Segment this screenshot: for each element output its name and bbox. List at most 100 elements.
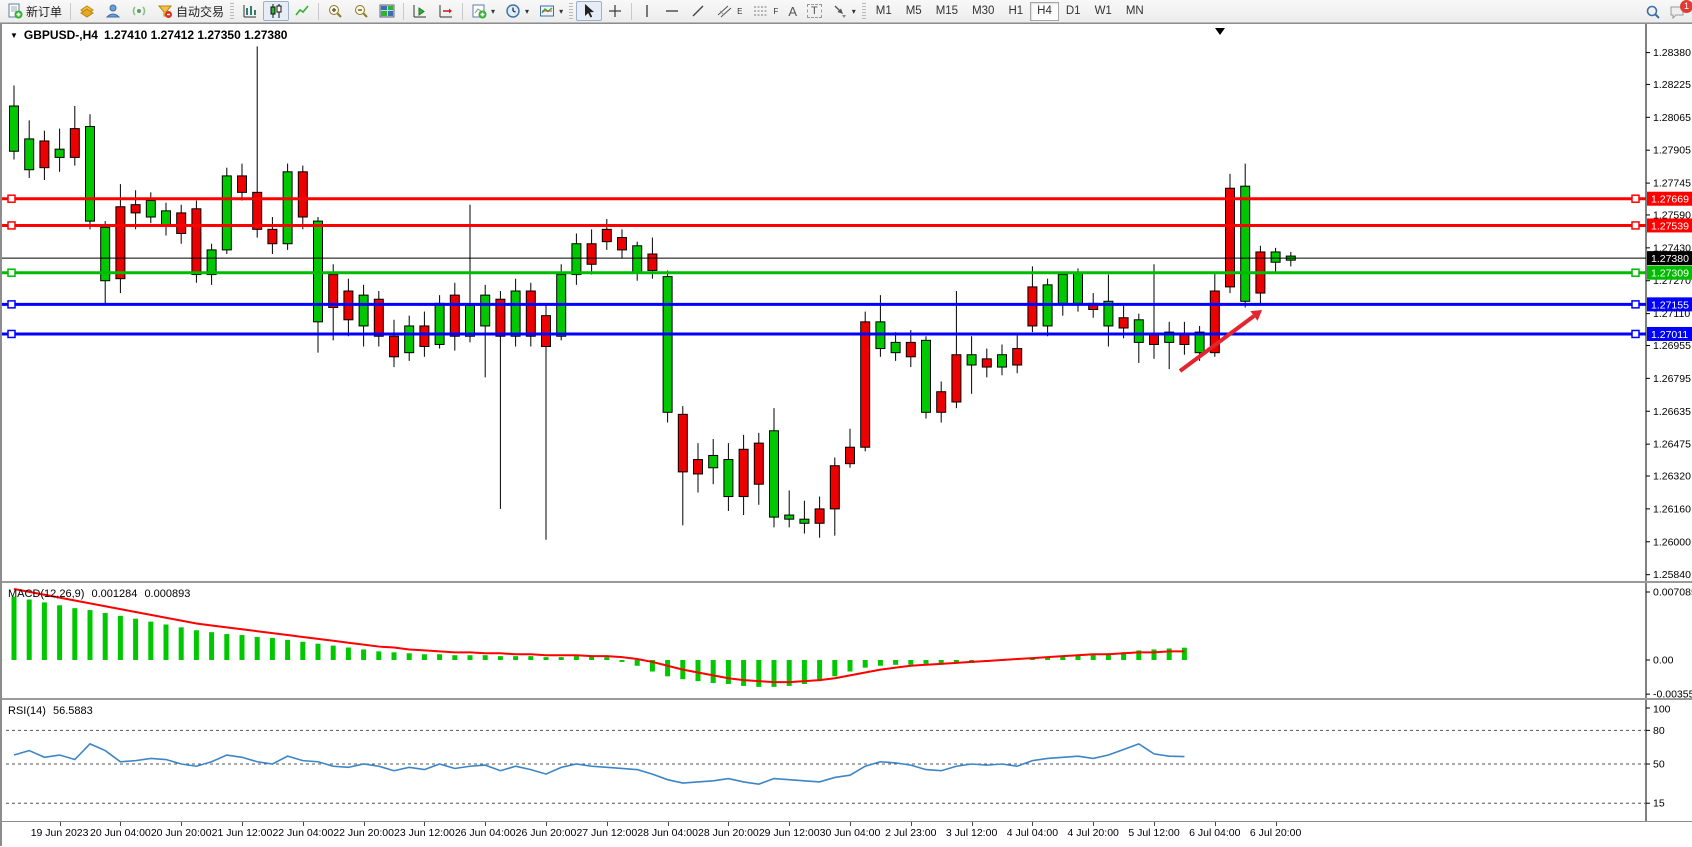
toolbar-grip[interactable]	[230, 2, 235, 20]
timeframe-button-m1[interactable]: M1	[875, 5, 892, 17]
timeframe-button-d1[interactable]: D1	[1065, 5, 1081, 17]
current-price-label-box	[1647, 251, 1692, 266]
macd-histogram-bar	[953, 660, 959, 663]
zoom-in-button[interactable]	[322, 1, 348, 21]
time-axis[interactable]: 19 Jun 2023 20 Jun 04:00 20 Jun 20:00 21 Ju…	[2, 821, 1692, 845]
candle	[115, 184, 126, 294]
time-axis-tick	[181, 822, 183, 826]
equidistant-channel-button[interactable]: E	[711, 1, 747, 21]
crosshair-button[interactable]	[602, 1, 628, 21]
time-axis-tick	[1032, 822, 1034, 826]
price-axis-label: 1.26635	[1653, 406, 1691, 418]
line-handle[interactable]	[7, 329, 16, 339]
line-handle[interactable]	[1631, 194, 1640, 203]
toolbar-grip[interactable]	[861, 2, 866, 20]
timeframe-button-mn[interactable]: MN	[1125, 5, 1144, 17]
candle	[784, 490, 795, 528]
rsi-axis-label: 50	[1653, 759, 1665, 771]
timeframe-button-m15[interactable]: M15	[935, 5, 959, 17]
line-chart-button[interactable]	[289, 1, 315, 21]
price-line-label-box	[1647, 326, 1692, 341]
main-toolbar: 新订单 自动交易	[0, 0, 1692, 23]
price-line-label: 1.27155	[1651, 299, 1689, 311]
macd-histogram-bar	[756, 660, 762, 687]
timeframe-button-w1[interactable]: W1	[1094, 5, 1112, 17]
candlestick-chart-button[interactable]	[263, 1, 290, 21]
templates-button[interactable]: ▾	[534, 1, 568, 21]
timeframe-button-m5[interactable]: M5	[905, 5, 922, 17]
indicators-button[interactable]: ▾	[466, 1, 500, 21]
chevron-down-icon[interactable]: ▾	[491, 6, 496, 16]
timeframe-button-h1[interactable]: H1	[1008, 5, 1024, 17]
search-icon[interactable]	[1645, 4, 1661, 20]
arrow-annotation-head[interactable]	[1250, 310, 1263, 321]
chart-menu-triangle-icon[interactable]: ▼	[10, 30, 18, 40]
arrows-button[interactable]: ▾	[827, 1, 861, 21]
line-handle[interactable]	[7, 268, 16, 277]
timeframe-button-h4[interactable]: H4	[1030, 1, 1059, 21]
chevron-down-icon[interactable]: ▾	[525, 6, 530, 16]
rsi-value: 56.5883	[52, 705, 93, 717]
periods-button[interactable]: ▾	[500, 1, 534, 21]
toolbar-separator	[462, 2, 464, 20]
trendline-button[interactable]	[685, 1, 711, 21]
macd-svg[interactable]: 0.007085 0.00 -0.003557	[2, 583, 1692, 698]
bar-chart-button[interactable]	[237, 1, 263, 21]
auto-trading-button[interactable]: 自动交易	[152, 1, 229, 21]
candle	[601, 219, 612, 250]
line-handle[interactable]	[1631, 268, 1640, 277]
price-line-label: 1.27669	[1651, 194, 1689, 206]
profile-button[interactable]	[100, 1, 126, 21]
cursor-button[interactable]	[576, 1, 603, 21]
chevron-down-icon[interactable]: ▾	[851, 6, 856, 16]
line-handle[interactable]	[7, 300, 16, 309]
line-handle[interactable]	[7, 221, 16, 230]
line-handle[interactable]	[1631, 300, 1640, 309]
toolbar-separator	[403, 2, 405, 20]
rsi-svg[interactable]: 100 80 50 15	[2, 700, 1692, 821]
main-chart-svg[interactable]: 1.28380 1.28225 1.28065 1.27905 1.27745 1.275…	[2, 24, 1692, 581]
chart-shift-button[interactable]	[433, 1, 459, 21]
new-order-button[interactable]: 新订单	[2, 1, 67, 21]
line-handle[interactable]	[1631, 221, 1640, 230]
candle	[966, 336, 977, 394]
macd-histogram-bar	[1090, 654, 1096, 660]
candlestick-chart-icon	[270, 4, 282, 18]
macd-histogram-bar	[695, 660, 701, 682]
time-axis-tick	[728, 822, 730, 826]
time-axis-label: 29 Jun 12:00	[758, 827, 820, 839]
candle	[404, 315, 415, 361]
text-button[interactable]: A	[783, 1, 802, 21]
macd-pane[interactable]: MACD(12,26,9) 0.001284 0.000893 0.007085…	[2, 581, 1692, 698]
fibonacci-button[interactable]: F	[747, 1, 783, 21]
chart-shift-marker[interactable]	[1215, 28, 1225, 35]
notifications-button[interactable]: 1	[1669, 0, 1692, 20]
macd-axis-label: -0.003557	[1653, 689, 1692, 698]
line-handle[interactable]	[1631, 329, 1640, 339]
auto-scroll-button[interactable]	[407, 1, 433, 21]
chevron-down-icon[interactable]: ▾	[559, 6, 564, 16]
tile-windows-button[interactable]	[374, 1, 400, 21]
macd-name: MACD(12,26,9)	[8, 588, 85, 600]
macd-histogram-bar	[771, 660, 777, 687]
arrow-annotation[interactable]	[1178, 314, 1256, 373]
signal-button[interactable]	[126, 1, 152, 21]
time-axis-label: 19 Jun 2023	[30, 827, 89, 839]
candle	[1240, 163, 1251, 308]
vertical-line-button[interactable]	[635, 1, 659, 21]
main-chart-pane[interactable]: ▼ GBPUSD-,H4 1.27410 1.27412 1.27350 1.2…	[2, 23, 1692, 581]
candle	[54, 128, 65, 172]
rsi-line	[13, 742, 1185, 785]
horizontal-line-button[interactable]	[659, 1, 685, 21]
toolbar-grip[interactable]	[569, 2, 574, 20]
rsi-pane[interactable]: RSI(14) 56.5883 100 80 50 15	[2, 698, 1692, 821]
zoom-out-button[interactable]	[348, 1, 374, 21]
text-label-button[interactable]: T	[802, 1, 827, 21]
candle	[161, 202, 171, 236]
layers-button[interactable]	[74, 1, 100, 21]
notification-badge: 1	[1680, 0, 1692, 13]
candle	[1149, 264, 1159, 359]
candle	[1164, 321, 1175, 370]
line-handle[interactable]	[7, 194, 16, 203]
timeframe-button-m30[interactable]: M30	[972, 5, 995, 17]
